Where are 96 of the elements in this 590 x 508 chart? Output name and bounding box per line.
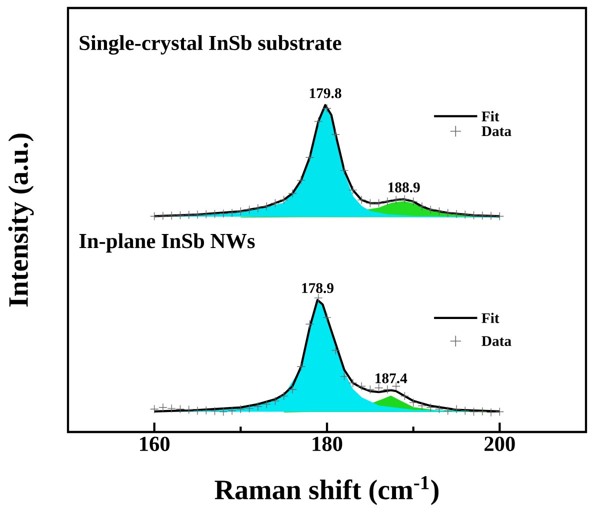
- point: [340, 166, 349, 175]
- annotation: In-plane InSb NWs: [79, 233, 255, 253]
- point: [322, 104, 332, 113]
- point: [254, 204, 262, 212]
- point: [478, 211, 487, 220]
- point: [469, 407, 478, 416]
- point: [444, 208, 452, 218]
- point: [478, 407, 487, 416]
- point: [357, 382, 366, 391]
- point: [158, 403, 168, 412]
- point: [314, 117, 323, 126]
- point: [202, 406, 210, 415]
- point: [262, 400, 271, 409]
- point: [150, 404, 159, 414]
- point: [408, 398, 418, 407]
- x-tick-label: 180: [312, 436, 342, 452]
- point: [374, 384, 384, 392]
- point: [254, 402, 262, 411]
- x-tick-label: 200: [484, 436, 515, 452]
- point: [193, 406, 202, 416]
- point: [495, 212, 504, 221]
- point: [418, 402, 426, 410]
- point: [167, 211, 176, 220]
- point: [305, 320, 314, 328]
- annotation: 179.8: [310, 88, 342, 98]
- point: [236, 207, 246, 216]
- point: [460, 406, 470, 416]
- point: [288, 385, 297, 394]
- point: [210, 406, 220, 416]
- point: [270, 198, 280, 208]
- point: [279, 196, 288, 204]
- point: [184, 210, 194, 220]
- point: [184, 405, 194, 414]
- annotation: 188.9: [388, 182, 420, 192]
- point: [322, 313, 332, 322]
- point: [348, 378, 358, 388]
- legend-label: Fit: [482, 111, 500, 122]
- point: [366, 198, 374, 208]
- point: [193, 210, 202, 219]
- point: [158, 212, 168, 220]
- annotation: 187.4: [376, 373, 408, 384]
- y-axis-title: Intensity (a.u.): [8, 134, 34, 307]
- point: [426, 403, 435, 412]
- point: [340, 372, 349, 381]
- point: [176, 210, 185, 220]
- point: [383, 385, 392, 394]
- text: Single-crystal InSb substrate: [80, 35, 342, 55]
- point: [366, 385, 374, 394]
- point: [150, 212, 159, 221]
- point: [262, 202, 271, 211]
- point: [426, 205, 435, 214]
- point: [244, 205, 254, 214]
- point: [296, 176, 306, 185]
- point: [469, 210, 478, 220]
- point: [452, 210, 461, 218]
- x-axis-title: Raman shift (cm$^{-1}$): [214, 476, 438, 506]
- point: [348, 186, 358, 194]
- point: [331, 130, 340, 139]
- point: [392, 196, 400, 204]
- point: [176, 404, 185, 414]
- point: [244, 404, 254, 413]
- point: [357, 196, 366, 204]
- point: [486, 212, 496, 220]
- point: [202, 210, 210, 219]
- point: [279, 392, 288, 400]
- point: [288, 189, 297, 198]
- point: [296, 362, 306, 371]
- x-tick-label: 160: [140, 436, 170, 452]
- point: [383, 197, 392, 206]
- point: [374, 198, 384, 208]
- point: [418, 202, 426, 211]
- legend-label: Fit: [482, 312, 500, 324]
- point: [228, 208, 236, 218]
- point: [460, 210, 470, 219]
- point: [305, 153, 314, 162]
- point: [444, 406, 452, 416]
- point: [167, 404, 176, 413]
- point: [210, 210, 220, 218]
- point: [452, 404, 461, 414]
- point: [486, 408, 496, 417]
- point: [314, 294, 323, 302]
- point: [228, 406, 236, 416]
- point: [236, 404, 246, 414]
- point: [219, 209, 228, 218]
- annotation: 178.9: [302, 283, 334, 294]
- point: [495, 407, 504, 416]
- point: [434, 207, 444, 216]
- point: [219, 407, 228, 416]
- legend-label: Data: [482, 126, 512, 136]
- point: [270, 396, 280, 406]
- point: [331, 346, 340, 355]
- point: [400, 392, 410, 400]
- legend-label: Data: [482, 336, 512, 346]
- point: [408, 197, 418, 206]
- point: [434, 404, 444, 414]
- point: [400, 194, 410, 204]
